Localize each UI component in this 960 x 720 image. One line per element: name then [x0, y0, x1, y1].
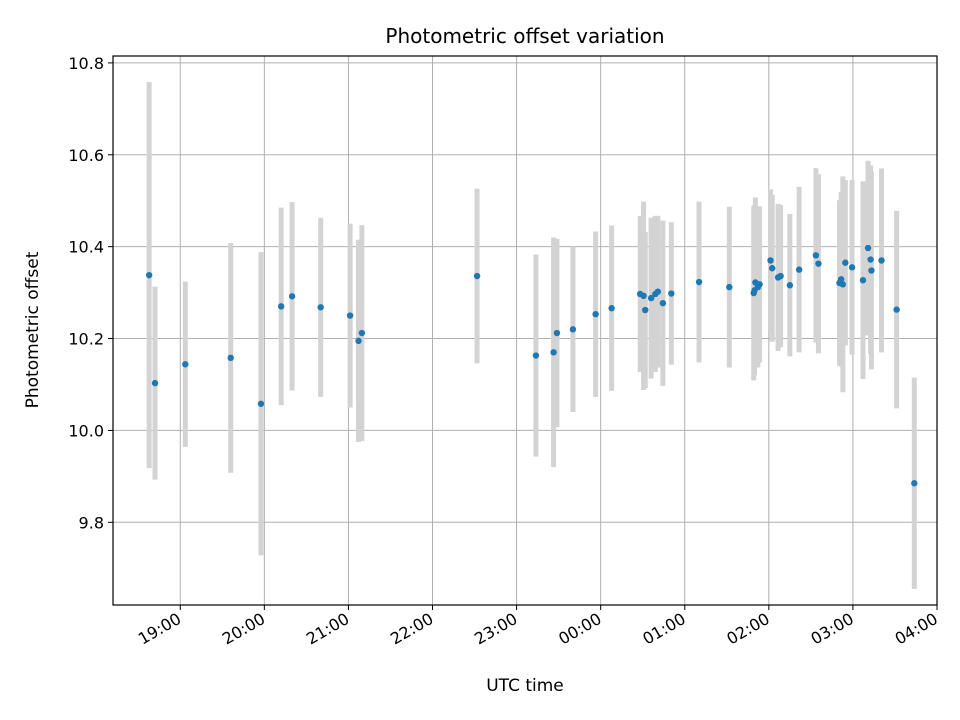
data-point — [777, 272, 784, 280]
data-point — [553, 329, 561, 337]
data-point — [786, 282, 794, 289]
data-point — [837, 276, 845, 283]
data-point — [642, 306, 649, 314]
y-tick-label: 10.2 — [68, 330, 104, 349]
data-point — [182, 361, 189, 368]
data-point — [145, 271, 153, 279]
y-tick-label: 10.4 — [68, 238, 104, 257]
data-point — [726, 283, 733, 291]
data-point — [358, 329, 366, 337]
data-point — [647, 294, 655, 302]
data-point — [864, 244, 872, 252]
data-point — [473, 272, 481, 280]
data-point — [878, 257, 885, 264]
plot-frame — [112, 55, 938, 606]
data-point — [257, 400, 265, 407]
data-point — [151, 379, 159, 387]
data-point — [608, 305, 615, 312]
y-axis-label: Photometric offset — [23, 251, 43, 408]
data-point — [277, 303, 285, 310]
data-point — [288, 293, 296, 300]
data-point — [227, 354, 234, 362]
y-tick-label: 10.0 — [68, 421, 104, 440]
data-point — [842, 259, 849, 266]
y-tick-label: 10.8 — [68, 54, 104, 73]
data-point — [550, 349, 557, 356]
data-point — [893, 306, 900, 313]
x-axis-label: UTC time — [486, 676, 564, 696]
data-point — [569, 326, 577, 333]
y-axis-ticks: 9.8 10.0 10.2 10.4 10.6 10.8 — [68, 54, 113, 532]
data-point — [911, 480, 918, 487]
data-point — [355, 337, 362, 345]
data-points — [145, 244, 918, 487]
data-point — [668, 290, 675, 297]
data-point — [812, 252, 820, 259]
data-point — [868, 267, 875, 274]
data-point — [867, 256, 874, 263]
data-point — [848, 264, 856, 271]
data-point — [769, 265, 776, 272]
data-point — [346, 312, 354, 319]
data-point — [317, 304, 324, 311]
data-point — [592, 310, 599, 318]
data-point — [659, 299, 667, 307]
data-point — [767, 257, 774, 264]
data-point — [859, 276, 867, 284]
data-point — [756, 281, 763, 288]
data-point — [654, 288, 662, 295]
data-point — [795, 266, 803, 273]
y-tick-label: 9.8 — [79, 513, 104, 532]
data-point — [532, 352, 540, 359]
data-point — [640, 292, 647, 300]
data-point — [695, 278, 703, 286]
data-point — [839, 281, 847, 288]
data-point — [815, 260, 822, 267]
y-tick-label: 10.6 — [68, 146, 104, 165]
chart-title: Photometric offset variation — [385, 24, 664, 48]
